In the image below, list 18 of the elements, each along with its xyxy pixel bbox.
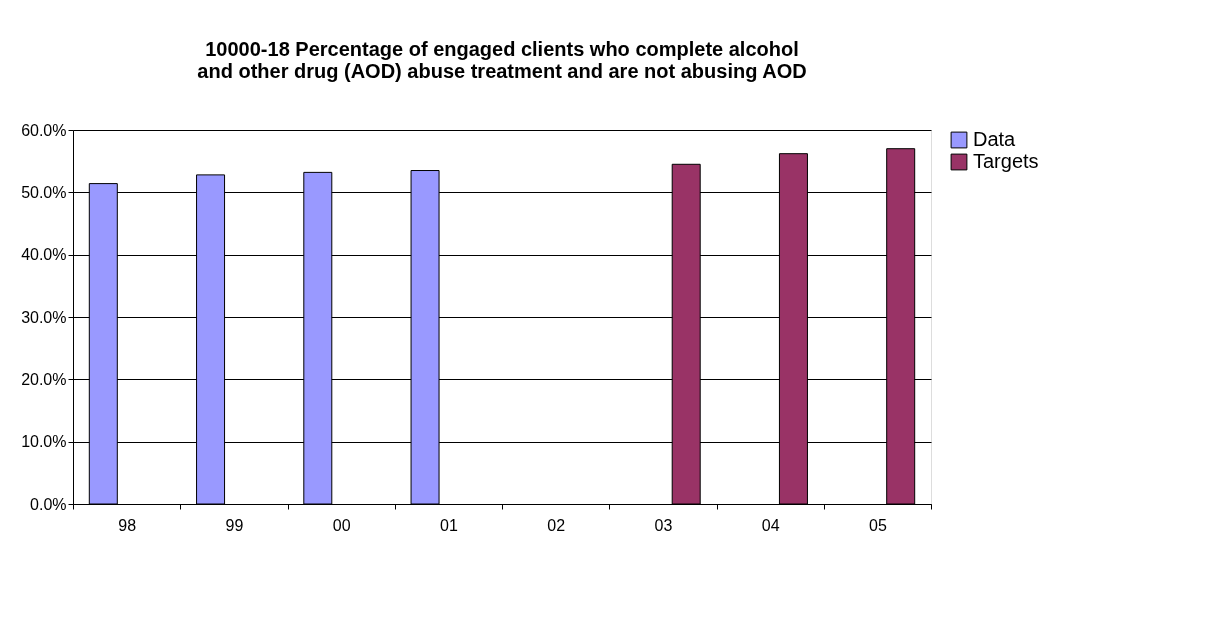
y-tick-label: 60.0% bbox=[21, 121, 67, 139]
legend-label: Data bbox=[973, 128, 1017, 150]
y-tick-label: 30.0% bbox=[21, 308, 67, 326]
y-tick-label: 50.0% bbox=[21, 183, 67, 201]
y-tick-label: 0.0% bbox=[30, 495, 67, 513]
x-tick-label: 01 bbox=[439, 516, 458, 534]
chart-title: 10000-18 Percentage of engaged clients who complete alcohol and other drug (AOD) abuse treatment and are not abusing AOD bbox=[197, 38, 807, 82]
x-tick-label: 00 bbox=[332, 516, 351, 534]
y-tick-label: 10.0% bbox=[21, 433, 67, 451]
x-tick-label: 99 bbox=[225, 516, 244, 534]
y-tick-label: 40.0% bbox=[21, 246, 67, 264]
x-tick-label: 04 bbox=[761, 516, 780, 534]
legend-label: Targets bbox=[973, 150, 1039, 172]
x-tick-label: 05 bbox=[868, 516, 887, 534]
x-tick-label: 98 bbox=[118, 516, 137, 534]
x-tick-label: 03 bbox=[654, 516, 673, 534]
x-tick-label: 02 bbox=[547, 516, 566, 534]
y-tick-label: 20.0% bbox=[21, 370, 67, 388]
